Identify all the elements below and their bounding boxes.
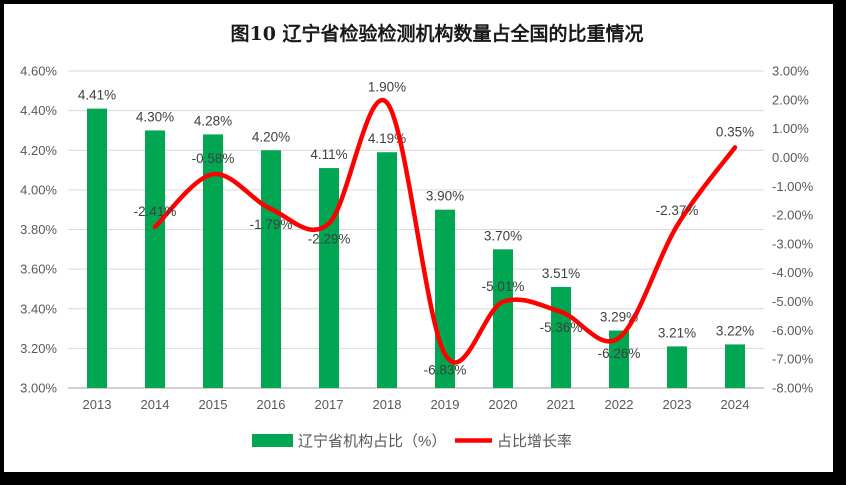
left-axis-tick-label: 4.60% bbox=[20, 64, 57, 79]
bar-2017 bbox=[319, 168, 339, 388]
line-value-label: -1.79% bbox=[250, 217, 293, 232]
line-value-label: -6.83% bbox=[424, 362, 467, 377]
right-axis-tick-label: 1.00% bbox=[772, 121, 809, 136]
line-series bbox=[152, 97, 738, 365]
bar-value-label: 3.90% bbox=[426, 189, 464, 204]
year-label: 2013 bbox=[83, 397, 112, 412]
bar-value-label: 4.20% bbox=[252, 129, 290, 144]
line-value-label: -5.01% bbox=[482, 279, 525, 294]
year-label: 2015 bbox=[199, 397, 228, 412]
left-axis-labels: 4.60% 4.40% 4.20% 4.00% 3.80% 3.60% 3.40% 3.20%… bbox=[20, 64, 57, 396]
left-axis-tick-label: 4.20% bbox=[20, 143, 57, 158]
x-axis-labels: 2013 2014 2015 2016 2017 2018 2019 2020 2021 2022… bbox=[83, 397, 750, 412]
year-label: 2022 bbox=[605, 397, 634, 412]
year-label: 2019 bbox=[431, 397, 460, 412]
left-axis-tick-label: 3.00% bbox=[20, 381, 57, 396]
bar-2021 bbox=[551, 286, 571, 388]
bar-value-label: 4.30% bbox=[136, 109, 174, 124]
bar-value-label: 3.21% bbox=[658, 325, 696, 340]
right-axis-tick-label: 2.00% bbox=[772, 92, 809, 107]
right-axis-tick-label: -3.00% bbox=[772, 236, 814, 251]
bar-2015 bbox=[203, 134, 223, 388]
right-axis-tick-label: -8.00% bbox=[772, 381, 814, 396]
right-axis-tick-label: -7.00% bbox=[772, 352, 814, 367]
bar-value-label: 3.29% bbox=[600, 310, 638, 325]
left-axis-tick-label: 3.20% bbox=[20, 341, 57, 356]
right-axis-tick-label: 3.00% bbox=[772, 64, 809, 79]
line-value-label: -0.58% bbox=[192, 151, 235, 166]
line-value-label: -2.37% bbox=[656, 203, 699, 218]
bar-value-label: 3.70% bbox=[484, 228, 522, 243]
right-axis-tick-label: -5.00% bbox=[772, 294, 814, 309]
year-label: 2017 bbox=[315, 397, 344, 412]
line-value-label: -2.29% bbox=[308, 231, 351, 246]
left-axis-tick-label: 3.40% bbox=[20, 301, 57, 316]
bar-2018 bbox=[377, 152, 397, 388]
line-value-label: -5.36% bbox=[540, 320, 583, 335]
line-value-label: -6.26% bbox=[598, 346, 641, 361]
bar-2024 bbox=[725, 344, 745, 388]
bar-2014 bbox=[145, 130, 165, 388]
right-axis-tick-label: -6.00% bbox=[772, 323, 814, 338]
left-axis-tick-label: 4.40% bbox=[20, 103, 57, 118]
right-axis-tick-label: 0.00% bbox=[772, 150, 809, 165]
left-axis-tick-label: 3.60% bbox=[20, 262, 57, 277]
left-axis-tick-label: 4.00% bbox=[20, 182, 57, 197]
bar-value-label: 4.41% bbox=[78, 88, 116, 103]
bar-value-label: 3.51% bbox=[542, 266, 580, 281]
bar-value-label: 3.22% bbox=[716, 323, 754, 338]
year-label: 2014 bbox=[141, 397, 170, 412]
right-axis-tick-label: -2.00% bbox=[772, 208, 814, 223]
bar-value-labels: 4.41%4.30% 4.28%4.20%4.11%4.19%3.90%3.70%… bbox=[78, 88, 754, 341]
year-label: 2016 bbox=[257, 397, 286, 412]
year-label: 2018 bbox=[373, 397, 402, 412]
bar-2022 bbox=[609, 330, 629, 388]
bar-2013 bbox=[87, 108, 107, 389]
left-axis-tick-label: 3.80% bbox=[20, 222, 57, 237]
line-value-labels: -2.41% -0.58% -1.79% -2.29% 1.90% -6.83% -5.01… bbox=[134, 80, 755, 378]
chart-title: 图10 辽宁省检验检测机构数量占全国的比重情况 bbox=[230, 22, 643, 45]
right-axis-tick-label: -4.00% bbox=[772, 265, 814, 280]
legend: 辽宁省机构占比（%） 占比增长率 bbox=[252, 433, 572, 450]
year-label: 2024 bbox=[721, 397, 750, 412]
bar-2023 bbox=[667, 346, 687, 388]
year-label: 2020 bbox=[489, 397, 518, 412]
year-label: 2023 bbox=[663, 397, 692, 412]
legend-bar-swatch bbox=[252, 434, 293, 447]
line-value-label: 1.90% bbox=[368, 80, 406, 95]
legend-bar-label: 辽宁省机构占比（%） bbox=[298, 433, 446, 450]
legend-line-label: 占比增长率 bbox=[497, 433, 572, 450]
bar-2020 bbox=[493, 249, 513, 388]
line-value-label: -2.41% bbox=[134, 204, 177, 219]
combo-chart: 图10 辽宁省检验检测机构数量占全国的比重情况 4.60%4.40%4.20%4… bbox=[20, 22, 814, 450]
line-value-label: 0.35% bbox=[716, 124, 754, 139]
bar-value-label: 4.28% bbox=[194, 113, 232, 128]
growth-rate-line bbox=[152, 97, 738, 365]
right-axis-tick-label: -1.00% bbox=[772, 179, 814, 194]
year-label: 2021 bbox=[547, 397, 576, 412]
right-axis-labels: 3.00% 2.00% 1.00% 0.00% -1.00% -2.00% -3.00% -4… bbox=[772, 64, 814, 396]
bar-value-label: 4.11% bbox=[310, 147, 347, 162]
bar-2016 bbox=[261, 150, 281, 388]
